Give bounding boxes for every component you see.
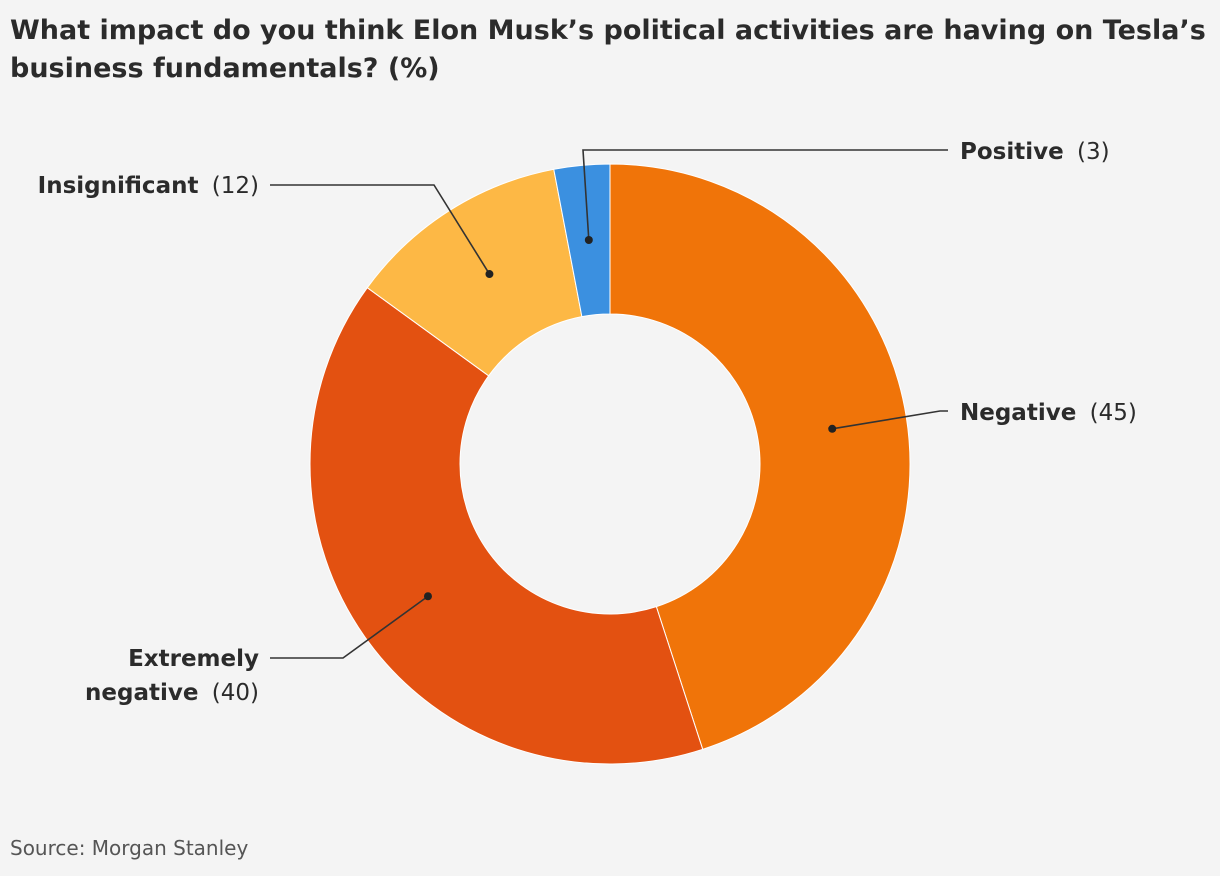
slice-extremely-negative-leader-line: [270, 595, 429, 659]
label-extremely-negative-line2: negative (40): [85, 680, 259, 706]
label-extremely-negative-line1: Extremely: [128, 646, 259, 672]
slice-positive: [553, 163, 611, 318]
label-positive-name: Positive: [960, 139, 1064, 165]
label-negative-name: Negative: [960, 400, 1076, 426]
source-note: Source: Morgan Stanley: [10, 836, 249, 860]
chart-title: What impact do you think Elon Musk’s pol…: [10, 15, 1206, 84]
slice-insignificant-leader-line: [270, 184, 491, 275]
slice-extremely-negative: [309, 286, 704, 765]
slice-negative: [609, 163, 911, 750]
label-negative-value: (45): [1090, 400, 1137, 426]
slice-extremely-negative-leader-dot: [423, 592, 432, 601]
label-extremely-negative-name1: Extremely: [128, 646, 259, 672]
label-insignificant: Insignificant (12): [38, 173, 259, 199]
label-insignificant-name: Insignificant: [38, 173, 199, 199]
label-extremely-negative-name2: negative: [85, 680, 198, 706]
label-negative: Negative (45): [960, 400, 1137, 426]
label-extremely-negative-value: (40): [212, 680, 259, 706]
slice-negative-leader-line: [832, 410, 948, 430]
label-insignificant-value: (12): [212, 173, 259, 199]
slice-insignificant-leader-dot: [485, 270, 494, 279]
slice-negative-leader-dot: [828, 424, 837, 433]
label-positive: Positive (3): [960, 139, 1110, 165]
label-positive-value: (3): [1077, 139, 1110, 165]
slice-positive-leader-dot: [584, 235, 593, 244]
slice-positive-leader-line: [582, 149, 948, 241]
